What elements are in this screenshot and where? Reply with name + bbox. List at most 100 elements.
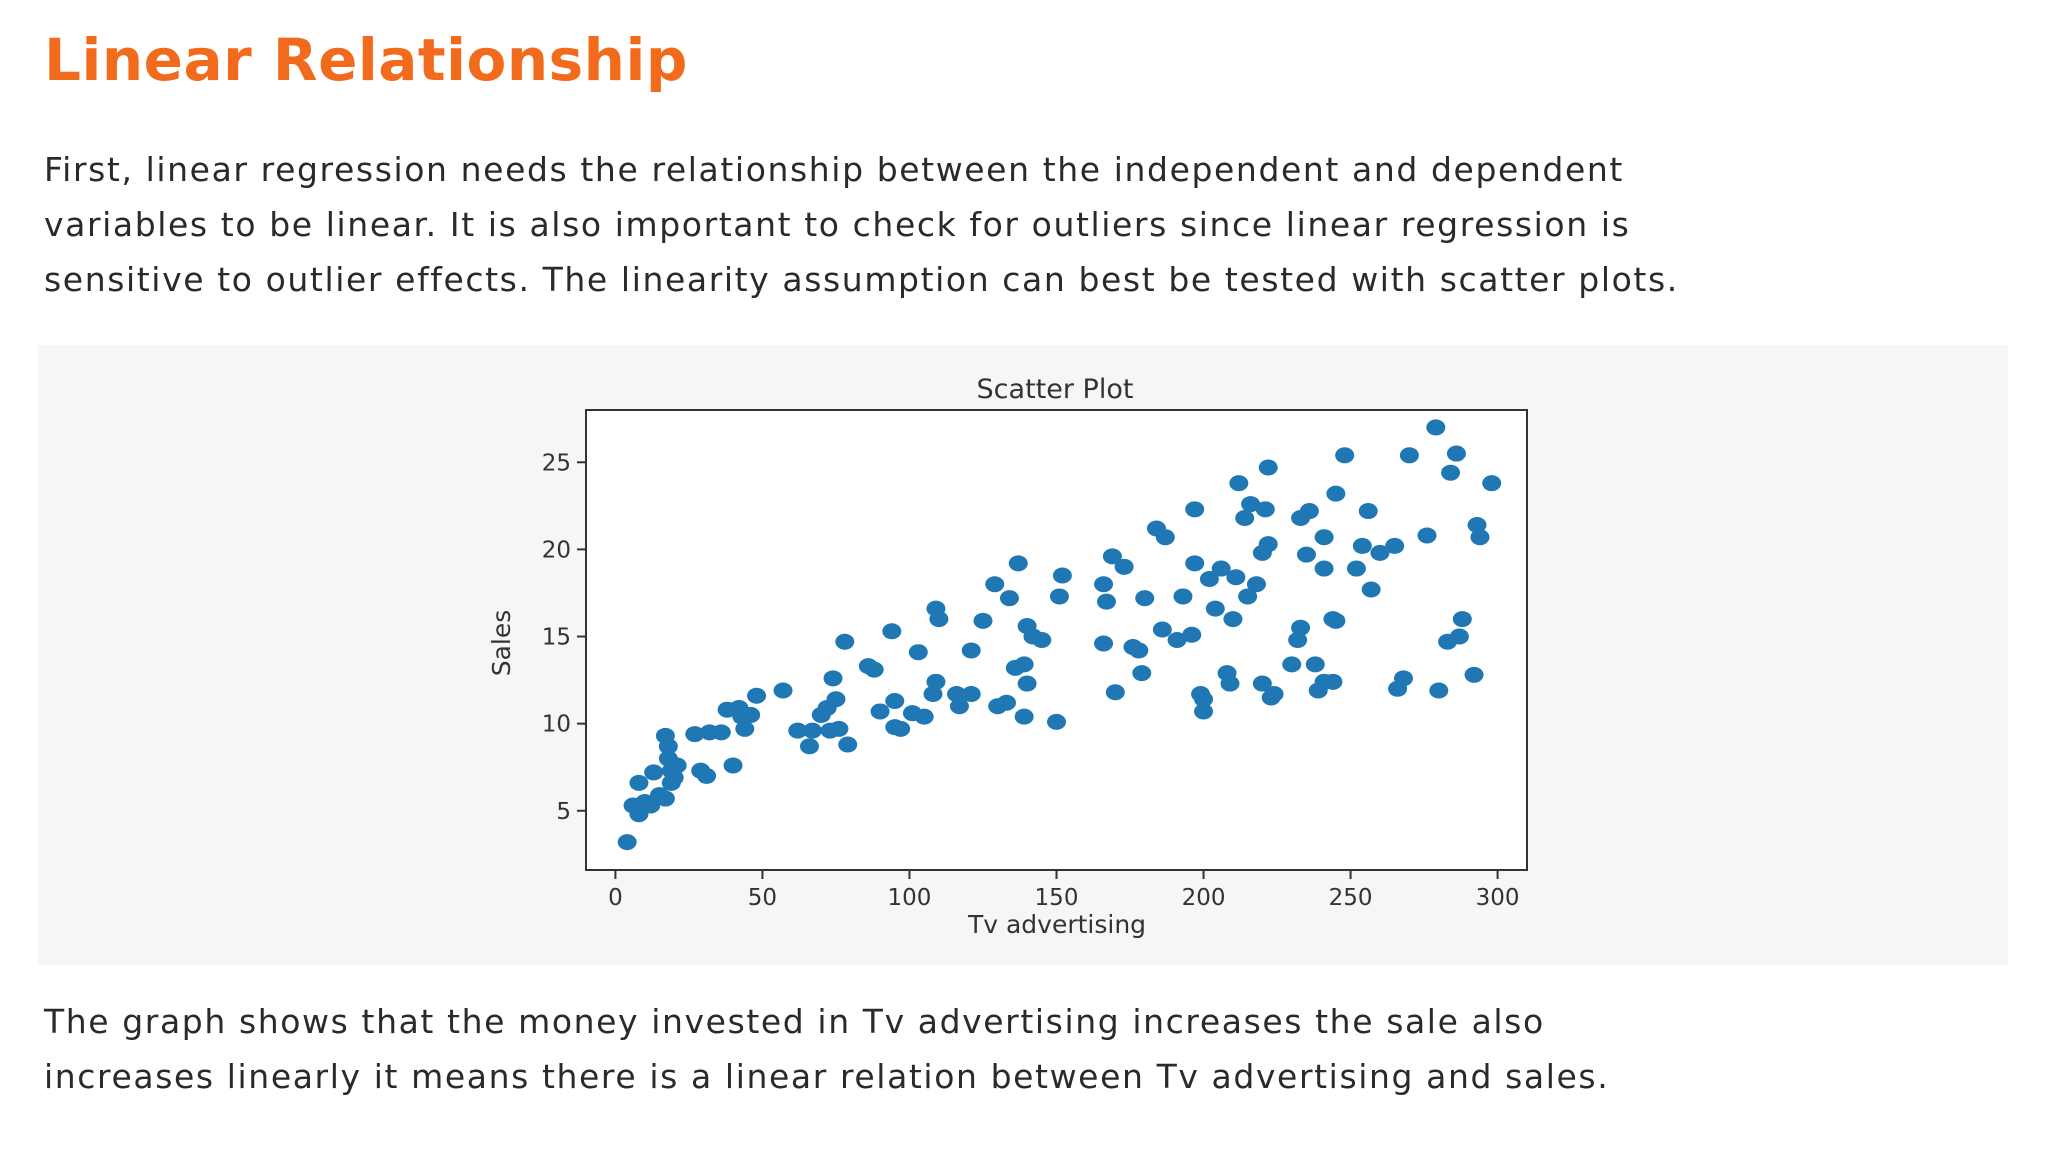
scatter-point xyxy=(1467,517,1487,533)
scatter-point xyxy=(773,682,793,699)
scatter-point xyxy=(908,644,928,661)
scatter-point xyxy=(1264,686,1284,703)
scatter-point xyxy=(1429,682,1449,699)
scatter-point xyxy=(1258,459,1278,476)
scatter-point xyxy=(1211,560,1231,577)
scatter-point xyxy=(1326,485,1346,502)
scatter-point xyxy=(1446,445,1466,462)
scatter-point xyxy=(1335,447,1355,464)
scatter-point xyxy=(1182,626,1202,643)
figure-container: Scatter Plot 5 10 15 20 25 0 50 100 150 200 250 30… xyxy=(38,345,2008,965)
scatter-point xyxy=(655,790,675,807)
scatter-point xyxy=(1470,529,1490,546)
scatter-point xyxy=(864,661,884,678)
chart-title: Scatter Plot xyxy=(977,374,1134,405)
scatter-point xyxy=(1047,713,1066,730)
scatter-point xyxy=(1017,675,1037,692)
scatter-point xyxy=(973,612,993,629)
x-tick-label: 200 xyxy=(1182,885,1226,911)
scatter-point xyxy=(929,611,949,628)
scatter-point xyxy=(1220,675,1240,692)
scatter-point xyxy=(667,757,687,774)
scatter-point xyxy=(838,736,858,753)
scatter-point xyxy=(1452,611,1472,628)
data-points xyxy=(617,419,1502,851)
scatter-point xyxy=(617,834,637,851)
x-axis: 0 50 100 150 200 250 300 xyxy=(608,870,1520,911)
scatter-point xyxy=(735,720,755,737)
scatter-point xyxy=(741,706,761,723)
y-tick-label: 20 xyxy=(542,537,571,563)
scatter-point xyxy=(664,769,684,786)
scatter-point xyxy=(999,590,1019,607)
scatter-point xyxy=(870,703,890,720)
scatter-point xyxy=(1370,544,1390,561)
scatter-point xyxy=(1426,419,1446,436)
scatter-point xyxy=(1282,656,1302,673)
scatter-point xyxy=(1358,503,1378,520)
x-tick-label: 250 xyxy=(1329,885,1373,911)
scatter-point xyxy=(1135,590,1155,607)
x-tick-label: 100 xyxy=(888,885,932,911)
scatter-point xyxy=(1314,560,1334,577)
y-tick-label: 15 xyxy=(542,625,571,651)
scatter-plot: Scatter Plot 5 10 15 20 25 0 50 100 150 200 250 30… xyxy=(487,374,1528,939)
scatter-point xyxy=(1305,656,1325,673)
scatter-point xyxy=(961,686,981,703)
x-tick-label: 150 xyxy=(1035,885,1079,911)
intro-paragraph: First, linear regression needs the relat… xyxy=(44,142,2024,307)
y-axis: 5 10 15 20 25 xyxy=(542,450,586,825)
scatter-point xyxy=(1464,666,1484,683)
scatter-point xyxy=(961,642,981,659)
scatter-point xyxy=(1399,447,1419,464)
scatter-point xyxy=(1226,569,1246,586)
scatter-point xyxy=(1238,588,1258,605)
scatter-point xyxy=(826,691,846,708)
scatter-point xyxy=(1094,576,1114,593)
scatter-point xyxy=(1385,537,1405,554)
y-tick-label: 25 xyxy=(542,450,571,476)
scatter-point xyxy=(1096,593,1116,610)
scatter-point xyxy=(1223,611,1243,628)
scatter-point xyxy=(1258,536,1278,553)
scatter-point xyxy=(1482,475,1502,492)
scatter-point xyxy=(914,708,934,725)
scatter-point xyxy=(1199,571,1219,588)
scatter-point xyxy=(658,738,678,755)
scatter-point xyxy=(1352,537,1372,554)
scatter-point xyxy=(629,774,649,791)
scatter-point xyxy=(891,720,911,737)
scatter-point xyxy=(1296,546,1316,563)
scatter-point xyxy=(1314,529,1334,546)
scatter-point xyxy=(1102,548,1122,565)
scatter-point xyxy=(1105,684,1125,701)
scatter-point xyxy=(711,724,731,741)
x-tick-label: 50 xyxy=(748,885,777,911)
y-tick-label: 5 xyxy=(556,799,571,825)
intro-line: variables to be linear. It is also impor… xyxy=(44,205,1631,244)
scatter-point xyxy=(1288,632,1308,648)
scatter-point xyxy=(1173,588,1193,605)
scatter-point xyxy=(985,576,1005,593)
scatter-point xyxy=(997,694,1017,711)
scatter-point xyxy=(799,738,819,755)
conclusion-line: The graph shows that the money invested … xyxy=(44,1002,1545,1041)
scatter-point xyxy=(723,757,743,774)
intro-line: First, linear regression needs the relat… xyxy=(44,150,1624,189)
scatter-point xyxy=(1194,703,1214,720)
scatter-point xyxy=(1229,475,1249,492)
x-tick-label: 0 xyxy=(608,885,623,911)
scatter-point xyxy=(788,722,808,739)
scatter-point xyxy=(1155,529,1175,546)
scatter-point xyxy=(926,673,946,690)
scatter-point xyxy=(1129,642,1149,659)
scatter-point xyxy=(835,633,855,650)
scatter-point xyxy=(1185,501,1205,518)
scatter-point xyxy=(1235,510,1255,527)
scatter-point xyxy=(1361,581,1381,598)
plot-area xyxy=(585,409,1528,871)
scatter-point xyxy=(1326,612,1346,629)
scatter-point xyxy=(685,726,705,743)
scatter-point xyxy=(802,722,822,739)
scatter-point xyxy=(923,686,943,703)
